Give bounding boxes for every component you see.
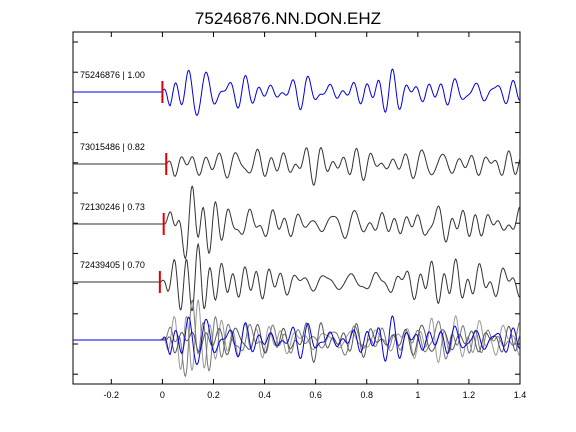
x-tick-label: 1.4 <box>514 390 527 400</box>
trace-label: 73015486 | 0.82 <box>80 142 145 152</box>
x-tick-label: -0.2 <box>104 390 120 400</box>
x-tick-label: 1.2 <box>463 390 476 400</box>
trace-label: 72439405 | 0.70 <box>80 260 145 270</box>
stack-line <box>73 315 520 366</box>
x-axis: -0.2 0 0.2 0.4 0.6 0.8 1 1.2 1.4 <box>104 32 527 400</box>
x-tick-label: 1 <box>415 390 420 400</box>
trace-line <box>73 146 521 186</box>
chart-title: 75246876.NN.DON.EHZ <box>195 9 381 28</box>
x-tick-label: 0.2 <box>207 390 220 400</box>
x-tick-label: 0 <box>160 390 165 400</box>
x-tick-label: 0.4 <box>258 390 271 400</box>
trace-line <box>73 185 521 260</box>
trace-line <box>73 68 520 116</box>
stacked-traces <box>73 298 521 378</box>
x-tick-label: 0.6 <box>309 390 322 400</box>
x-tick-label: 0.8 <box>360 390 373 400</box>
trace-label: 75246876 | 1.00 <box>80 70 145 80</box>
trace-line <box>73 242 521 312</box>
plot-area-frame <box>72 31 521 385</box>
seismic-traces: 75246876 | 1.00 73015486 | 0.82 72130246 |… <box>73 68 521 312</box>
trace-label: 72130246 | 0.73 <box>80 202 145 212</box>
